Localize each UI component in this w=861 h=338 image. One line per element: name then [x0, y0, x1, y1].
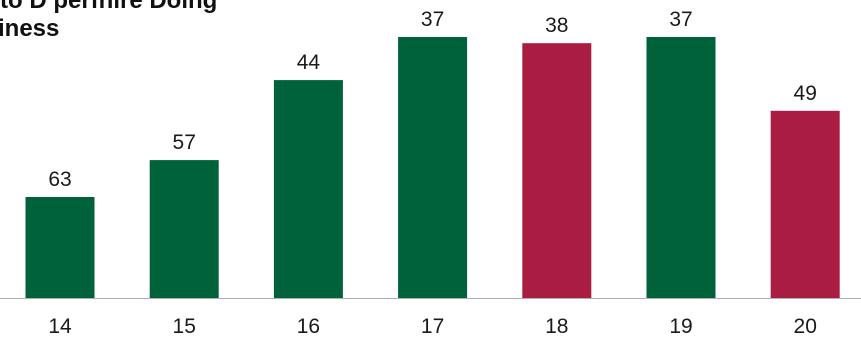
x-tick-labels-group: 14 15 16 17 18 19 20	[48, 315, 817, 338]
x-tick-label-15: 15	[173, 315, 196, 338]
value-label-17: 37	[421, 8, 444, 31]
value-label-20: 49	[794, 82, 817, 105]
x-tick-label-14: 14	[48, 315, 72, 338]
value-labels-group: 63 57 44 37 38 37 49	[48, 8, 817, 191]
value-label-15: 57	[173, 131, 196, 154]
bar-17	[398, 37, 468, 298]
x-tick-label-17: 17	[421, 315, 444, 338]
bar-18	[522, 43, 592, 299]
x-tick-label-20: 20	[794, 315, 817, 338]
bar-14	[25, 197, 95, 298]
x-tick-label-19: 19	[669, 315, 692, 338]
value-label-16: 44	[297, 51, 321, 74]
chart-title-line2: iness	[0, 15, 60, 42]
bar-19	[646, 37, 716, 298]
bar-15	[149, 160, 219, 298]
value-label-14: 63	[48, 168, 71, 191]
x-tick-label-18: 18	[545, 315, 568, 338]
value-label-18: 38	[545, 14, 568, 37]
bars-group	[25, 37, 840, 299]
chart-title-line1: to D perfhire Doing	[0, 0, 218, 14]
bar-20	[770, 110, 840, 298]
bar-16	[273, 80, 343, 298]
value-label-19: 37	[669, 8, 692, 31]
x-tick-label-16: 16	[297, 315, 320, 338]
